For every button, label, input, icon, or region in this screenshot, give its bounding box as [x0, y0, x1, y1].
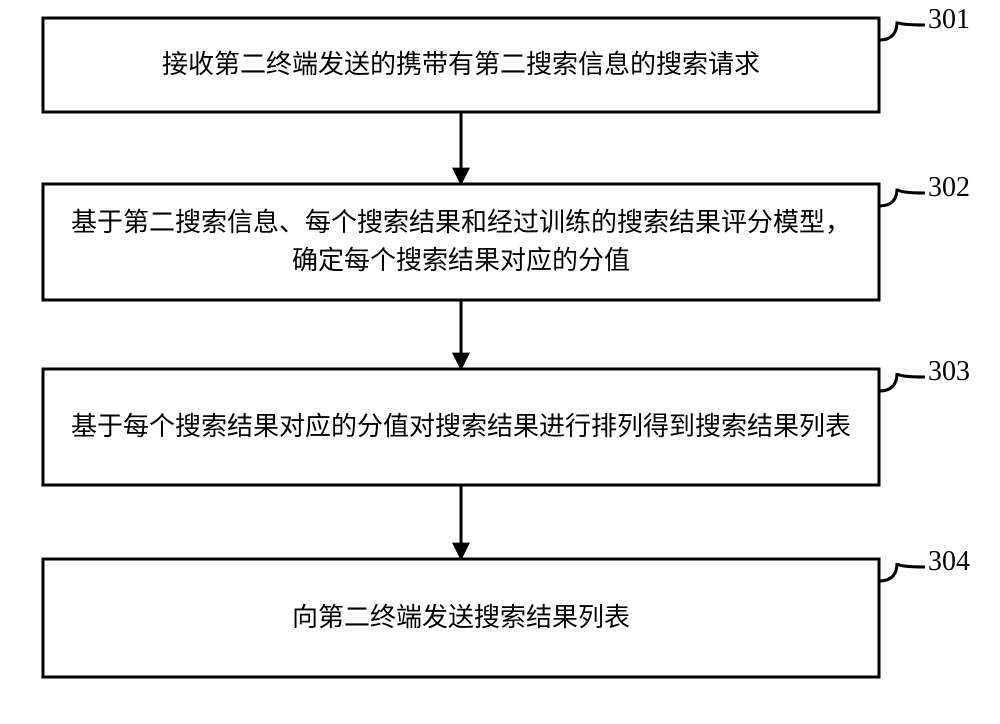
step-label: 301 [928, 4, 970, 36]
step-label: 304 [928, 546, 970, 578]
flow-node: 基于每个搜索结果对应的分值对搜索结果进行排列得到搜索结果列表 [43, 369, 879, 485]
step-label: 302 [928, 172, 970, 204]
flow-node: 接收第二终端发送的携带有第二搜索信息的搜索请求 [43, 18, 879, 112]
flow-node: 基于第二搜索信息、每个搜索结果和经过训练的搜索结果评分模型，确定每个搜索结果对应… [43, 184, 879, 300]
step-label: 303 [928, 356, 970, 388]
flowchart-canvas: 接收第二终端发送的携带有第二搜索信息的搜索请求基于第二搜索信息、每个搜索结果和经… [0, 0, 1000, 724]
flow-node: 向第二终端发送搜索结果列表 [43, 559, 879, 677]
